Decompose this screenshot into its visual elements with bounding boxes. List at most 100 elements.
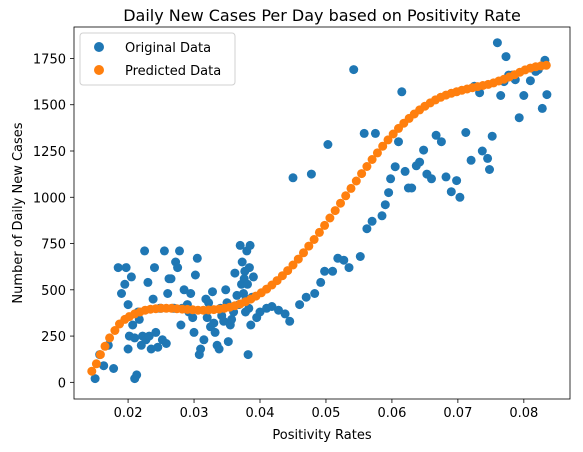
original-data-point	[189, 327, 199, 337]
plot-frame	[73, 26, 571, 400]
original-data-point	[190, 270, 200, 280]
x-tick-label: 0.03	[180, 406, 209, 421]
original-data-point	[328, 266, 338, 276]
plot-area	[74, 27, 570, 399]
original-data-point	[117, 289, 126, 298]
original-data-point	[344, 263, 354, 273]
original-data-point	[175, 246, 184, 256]
original-data-point	[210, 327, 220, 337]
x-tick-label: 0.04	[246, 406, 275, 421]
original-data-point	[349, 65, 359, 75]
original-data-point	[339, 255, 349, 265]
original-data-point	[132, 370, 142, 380]
original-data-point	[243, 350, 253, 360]
original-data-point	[525, 76, 535, 86]
original-data-point	[436, 137, 446, 147]
original-data-point	[370, 128, 380, 138]
predicted-data-series	[87, 60, 551, 376]
predicted-data-point	[367, 155, 377, 164]
original-data-point	[120, 279, 130, 289]
predicted-data-point	[304, 241, 314, 251]
original-data-point	[427, 174, 436, 184]
y-tick-label: 1750	[33, 52, 66, 67]
chart-title: Daily New Cases Per Day based on Positiv…	[123, 6, 521, 25]
original-data-point	[255, 307, 265, 317]
original-data-point	[461, 128, 471, 137]
y-tick-label: 250	[41, 330, 66, 345]
predicted-data-point	[336, 198, 345, 208]
original-data-point	[151, 327, 161, 337]
original-data-point	[386, 174, 396, 184]
original-data-point	[397, 87, 407, 97]
predicted-data-point	[283, 266, 293, 276]
original-data-point	[496, 91, 506, 100]
predicted-data-point	[351, 176, 361, 186]
original-data-point	[441, 172, 451, 182]
original-data-point	[288, 173, 298, 183]
original-data-point	[455, 192, 465, 202]
original-data-point	[192, 253, 202, 263]
original-data-point	[140, 246, 150, 256]
original-data-point	[130, 333, 140, 343]
predicted-data-point	[346, 183, 356, 193]
original-data-point	[123, 344, 133, 354]
legend-marker-original	[94, 42, 104, 52]
predicted-data-point	[388, 129, 398, 139]
original-data-point	[159, 246, 169, 256]
predicted-data-point	[325, 213, 335, 223]
predicted-data-point	[541, 60, 551, 70]
original-data-point	[186, 289, 196, 298]
original-data-point	[295, 300, 305, 310]
predicted-data-point	[299, 248, 308, 258]
original-data-point	[483, 153, 493, 163]
x-axis: 0.02 0.03 0.04 0.05 0.06 0.07 0.08	[114, 399, 538, 421]
predicted-data-point	[341, 191, 351, 201]
original-data-point	[219, 316, 229, 326]
y-tick-label: 1500	[33, 99, 66, 114]
original-data-point	[113, 263, 123, 273]
original-data-point	[316, 277, 326, 287]
original-data-point	[221, 285, 231, 295]
original-data-point	[384, 188, 394, 198]
original-data-point	[310, 289, 320, 298]
original-data-point	[199, 335, 209, 345]
original-data-point	[121, 263, 131, 273]
original-data-point	[542, 90, 552, 100]
original-data-point	[248, 272, 258, 282]
original-data-point	[148, 294, 158, 304]
original-data-point	[179, 285, 189, 295]
original-data-point	[487, 131, 497, 141]
original-data-point	[419, 145, 429, 155]
original-data-point	[245, 240, 255, 250]
original-data-point	[153, 342, 163, 352]
original-data-point	[359, 128, 369, 138]
original-data-point	[394, 137, 403, 147]
original-data-point	[355, 252, 365, 261]
original-data-point	[362, 224, 372, 234]
predicted-data-point	[314, 227, 324, 237]
original-data-point	[150, 263, 159, 273]
predicted-data-point	[357, 169, 367, 179]
predicted-data-point	[378, 141, 388, 151]
original-data-point	[390, 162, 400, 172]
original-data-point	[485, 165, 494, 174]
legend-marker-predicted	[94, 65, 104, 75]
original-data-point	[202, 313, 212, 323]
original-data-point	[128, 320, 138, 330]
predicted-data-point	[293, 254, 303, 264]
original-data-point	[244, 263, 254, 273]
original-data-point	[431, 130, 441, 140]
original-data-point	[466, 155, 476, 165]
predicted-data-point	[372, 148, 382, 158]
predicted-data-point	[87, 366, 97, 376]
legend-box	[79, 32, 236, 86]
y-tick-label: 1250	[33, 145, 66, 160]
original-data-point	[301, 292, 311, 302]
original-data-point	[306, 169, 316, 179]
original-data-point	[237, 257, 247, 267]
original-data-series	[90, 38, 552, 384]
original-data-point	[367, 216, 377, 226]
original-data-point	[452, 176, 462, 186]
original-data-point	[230, 268, 240, 278]
